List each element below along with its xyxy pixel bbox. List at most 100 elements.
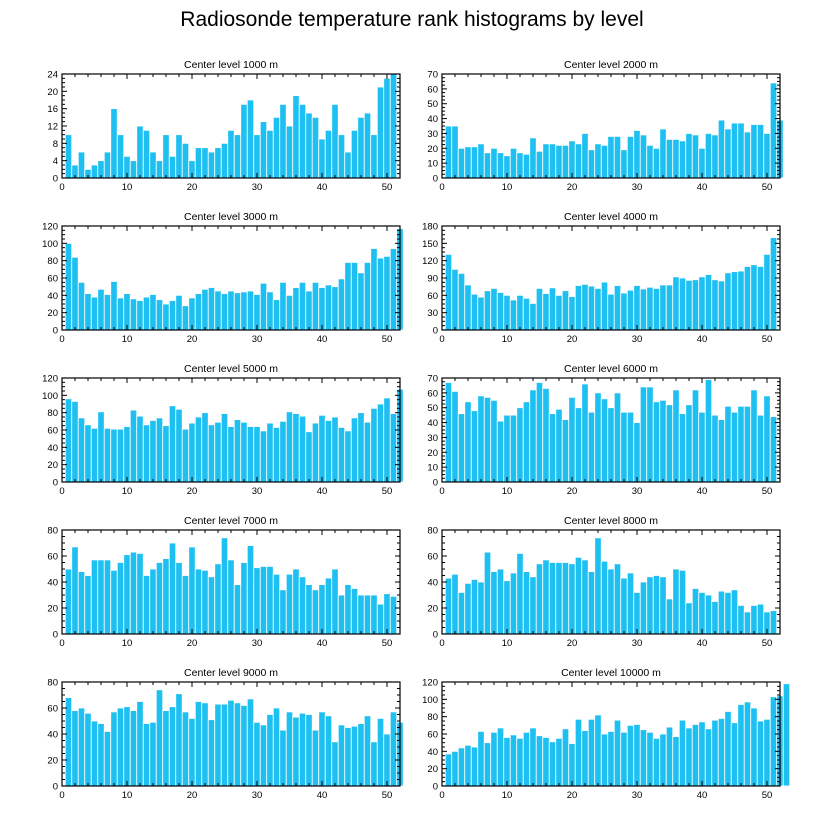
histogram-bar bbox=[691, 134, 700, 179]
histogram-bar bbox=[600, 281, 609, 331]
x-tick-label: 0 bbox=[59, 334, 64, 345]
histogram-bar bbox=[646, 386, 654, 483]
x-tick-label: 50 bbox=[762, 182, 773, 193]
histogram-bar bbox=[750, 264, 758, 331]
histogram-bar bbox=[490, 287, 498, 331]
histogram-bar bbox=[155, 299, 164, 331]
histogram-bar bbox=[129, 409, 138, 483]
histogram-bar bbox=[285, 573, 294, 635]
histogram-bar bbox=[607, 293, 615, 331]
histogram-bar bbox=[84, 293, 92, 331]
histogram-bar bbox=[672, 276, 680, 331]
histogram-panel: Center level 2000 m 0 10 20 30 40 50 0 10 20 30 40 5… bbox=[427, 59, 784, 193]
histogram-bar bbox=[522, 571, 531, 635]
y-tick-label: 100 bbox=[422, 695, 438, 706]
histogram-bar bbox=[509, 734, 518, 787]
panel-title: Center level 4000 m bbox=[564, 211, 658, 223]
histogram-bar bbox=[344, 584, 352, 635]
histogram-bar bbox=[626, 411, 635, 483]
histogram-bar bbox=[103, 294, 112, 331]
histogram-bar bbox=[483, 152, 492, 179]
histogram-bar bbox=[574, 718, 583, 787]
histogram-bar bbox=[581, 730, 589, 787]
histogram-bar bbox=[136, 300, 144, 331]
histogram-bar bbox=[357, 412, 365, 483]
histogram-bar bbox=[370, 594, 378, 635]
histogram-bar bbox=[337, 134, 346, 179]
histogram-bar bbox=[350, 588, 359, 635]
histogram-bar bbox=[698, 411, 706, 483]
y-tick-label: 12 bbox=[47, 122, 58, 133]
histogram-bar bbox=[652, 737, 661, 787]
y-tick-label: 0 bbox=[433, 174, 438, 185]
histogram-bar bbox=[110, 281, 118, 331]
y-tick-label: 40 bbox=[427, 578, 438, 589]
histogram-bar bbox=[90, 427, 99, 483]
histogram-bar bbox=[90, 559, 99, 635]
histogram-bar bbox=[77, 707, 86, 787]
histogram-bar bbox=[363, 261, 372, 331]
histogram-bar bbox=[496, 568, 505, 635]
x-tick-label: 30 bbox=[252, 334, 263, 345]
histogram-bar bbox=[652, 575, 661, 635]
histogram-bar bbox=[311, 729, 320, 787]
histogram-bar bbox=[318, 584, 326, 635]
histogram-bar bbox=[724, 592, 732, 635]
histogram-bar bbox=[194, 293, 203, 331]
histogram-bar bbox=[240, 291, 248, 331]
histogram-bar bbox=[587, 571, 596, 635]
x-tick-label: 30 bbox=[252, 182, 263, 193]
histogram-bar bbox=[292, 413, 300, 483]
histogram-bar bbox=[155, 689, 164, 787]
histogram-bar bbox=[123, 554, 131, 635]
histogram-bar bbox=[214, 147, 222, 179]
histogram-bar bbox=[110, 428, 118, 483]
histogram-bar bbox=[350, 129, 359, 179]
histogram-bar bbox=[483, 290, 492, 331]
histogram-bar bbox=[129, 298, 138, 331]
y-tick-label: 10 bbox=[427, 159, 438, 170]
histogram-bar bbox=[756, 603, 765, 635]
histogram-bar bbox=[279, 589, 287, 635]
histogram-bar bbox=[750, 707, 758, 787]
x-tick-label: 20 bbox=[187, 486, 198, 497]
histogram-bar bbox=[555, 144, 563, 179]
histogram-bar bbox=[266, 566, 274, 635]
x-tick-label: 20 bbox=[187, 182, 198, 193]
histogram-bar bbox=[685, 602, 693, 635]
histogram-bar bbox=[97, 723, 105, 787]
histogram-bar bbox=[678, 277, 687, 331]
histogram-bar bbox=[548, 741, 557, 787]
x-tick-label: 30 bbox=[632, 638, 643, 649]
histogram-bar bbox=[711, 279, 719, 331]
histogram-bar bbox=[451, 125, 459, 179]
histogram-bar bbox=[207, 151, 216, 179]
histogram-panel: Center level 9000 m 0 10 20 30 40 50 0 20 40 60 80 bbox=[47, 667, 404, 801]
histogram-bar bbox=[496, 292, 505, 331]
histogram-bar bbox=[64, 134, 73, 179]
histogram-bar bbox=[194, 147, 203, 179]
histogram-bar bbox=[311, 281, 320, 331]
histogram-bar bbox=[168, 405, 177, 483]
panel-title: Center level 8000 m bbox=[564, 515, 658, 527]
x-tick-label: 50 bbox=[382, 486, 393, 497]
histogram-bar bbox=[568, 563, 576, 635]
histogram-bar bbox=[233, 419, 242, 483]
x-tick-label: 40 bbox=[317, 182, 328, 193]
histogram-bar bbox=[633, 422, 641, 483]
histogram-bar bbox=[227, 129, 235, 179]
histogram-bar bbox=[646, 576, 654, 635]
histogram-panel: Center level 3000 m 0 10 20 30 40 50 0 20 40 60 80 1… bbox=[42, 211, 404, 345]
histogram-bar bbox=[659, 128, 667, 179]
histogram-bar bbox=[136, 701, 144, 787]
histogram-bar bbox=[594, 537, 602, 635]
histogram-bar bbox=[717, 119, 726, 179]
histogram-bar bbox=[730, 722, 739, 787]
y-tick-label: 16 bbox=[47, 104, 58, 115]
x-tick-label: 10 bbox=[502, 790, 513, 801]
panel-title: Center level 10000 m bbox=[561, 667, 661, 679]
y-tick-label: 120 bbox=[422, 256, 438, 267]
histogram-bar bbox=[344, 261, 352, 331]
y-tick-label: 120 bbox=[42, 374, 58, 385]
histogram-panel: Center level 5000 m 0 10 20 30 40 50 0 20 40 60 80 1… bbox=[42, 363, 404, 497]
